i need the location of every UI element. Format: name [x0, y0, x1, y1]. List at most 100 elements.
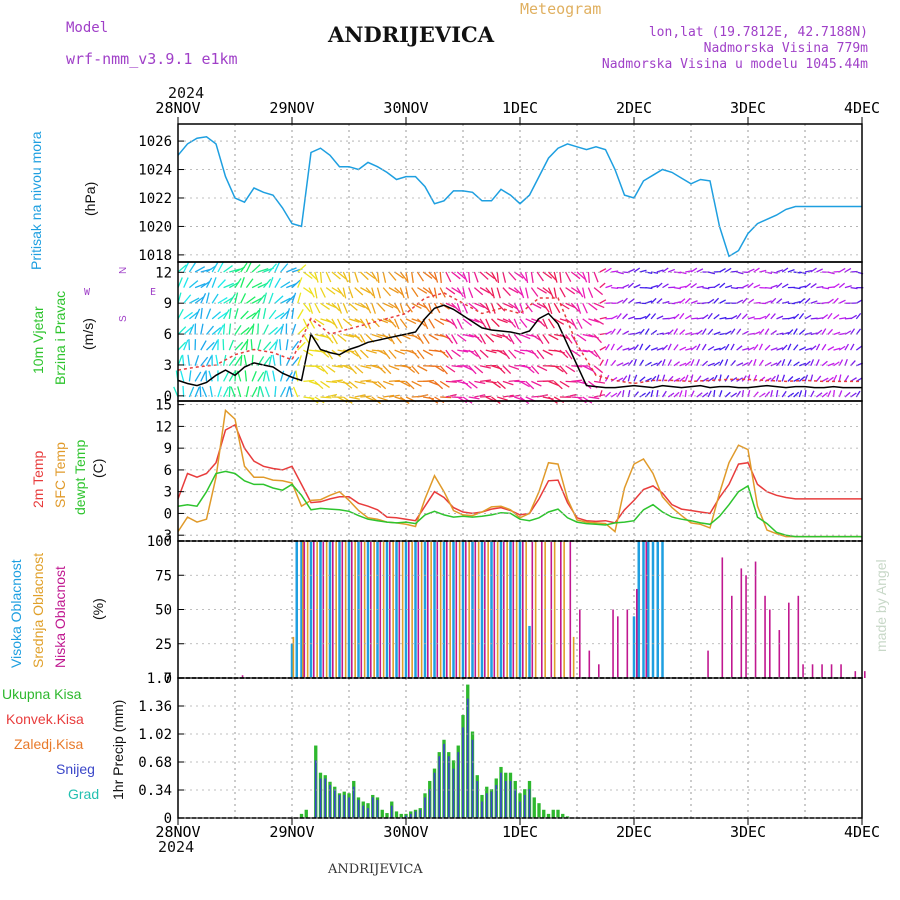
wind-barb — [354, 271, 359, 283]
wind-barb — [662, 344, 668, 351]
wind-barb — [314, 380, 324, 390]
wind-barb — [553, 380, 563, 390]
wind-barb — [422, 334, 430, 345]
wind-barb — [399, 303, 405, 314]
wind-barb — [724, 343, 730, 351]
wind-barb — [513, 318, 520, 330]
wind-barb — [702, 286, 710, 290]
wind-barb — [553, 287, 557, 299]
wind-barb — [821, 286, 830, 290]
wind-barb — [371, 380, 382, 389]
wind-barb — [280, 263, 289, 273]
wind-barb — [850, 328, 856, 335]
wind-barb — [759, 269, 767, 273]
wind-barb — [354, 334, 363, 343]
wind-barb — [211, 311, 221, 320]
wind-barb — [582, 318, 592, 326]
wind-barb — [451, 334, 458, 345]
wind-barb — [377, 396, 389, 402]
wind-barb — [513, 302, 521, 314]
wind-barb — [343, 333, 355, 338]
wind-barb — [234, 341, 244, 351]
wind-barb — [343, 349, 355, 353]
wind-barb — [187, 354, 191, 366]
model-altitude-label: Nadmorska Visina u modelu 1045.44m — [601, 57, 868, 72]
wind-barb — [622, 347, 630, 351]
wind-barb — [229, 268, 241, 273]
wind-barb — [485, 271, 495, 280]
precip-snow-bar — [424, 797, 426, 818]
wind-barb — [445, 349, 453, 360]
gust-line — [177, 292, 862, 385]
wind-barb — [291, 279, 301, 289]
wind-barb — [787, 316, 795, 320]
wind-barb — [531, 333, 542, 341]
wind-barb — [542, 380, 554, 383]
wind-barb — [342, 303, 349, 314]
wind-label-1: 10m Vjetar — [30, 306, 46, 374]
wind-barb — [183, 326, 193, 335]
wind-barb — [799, 362, 807, 367]
wind-barb — [547, 318, 555, 329]
wind-barb — [490, 287, 495, 299]
wind-barb — [667, 392, 675, 398]
wind-barb — [342, 318, 353, 327]
wind-barb — [799, 346, 806, 351]
wind-barb — [217, 279, 226, 289]
wind-barb — [205, 325, 215, 335]
wind-barb — [815, 359, 820, 367]
wind-barb — [394, 287, 404, 296]
wind-barb — [228, 307, 232, 319]
wind-barb — [776, 298, 783, 304]
wind-barb — [245, 339, 249, 351]
wind-barb — [262, 307, 267, 319]
wind-barb — [702, 314, 709, 320]
precip-snow-bar — [462, 727, 464, 818]
wind-barb — [382, 287, 391, 297]
wind-barb — [776, 282, 783, 289]
wind-barb — [713, 361, 721, 367]
wind-barb — [713, 331, 721, 336]
wind-barb — [182, 385, 185, 398]
wind-barb — [439, 365, 448, 375]
wind-barb — [508, 318, 517, 328]
wind-barb — [696, 285, 704, 289]
wind-barb — [468, 380, 478, 389]
wind-barb — [758, 343, 763, 351]
wind-barb — [633, 284, 641, 289]
wind-barb — [724, 267, 732, 273]
wind-barb — [411, 271, 414, 283]
wind-barb — [331, 302, 341, 312]
wind-barb — [342, 271, 349, 283]
wind-barb — [262, 356, 271, 367]
wind-barb — [417, 365, 428, 372]
wind-barb — [468, 302, 478, 311]
wind-barb — [280, 386, 287, 398]
wind-barb — [411, 287, 419, 298]
wind-barb — [325, 318, 336, 326]
wind-barb — [491, 380, 501, 389]
wind-barb — [382, 271, 387, 283]
footer-station: ANDRIJEVICA — [328, 862, 423, 877]
wind-barb — [183, 261, 190, 273]
wind-barb — [753, 284, 761, 289]
wind-barb — [838, 299, 846, 304]
x-tick-label-top: 3DEC — [730, 99, 766, 117]
wind-barb — [445, 318, 456, 326]
wind-barb — [405, 380, 415, 390]
wind-barb — [747, 374, 751, 382]
wind-barb — [787, 269, 795, 273]
wind-barb — [627, 374, 631, 382]
wind-barb — [428, 271, 437, 281]
x-tick-label-bottom: 1DEC — [502, 823, 538, 841]
y-tick-label: 0.68 — [138, 755, 172, 771]
wind-barb — [639, 392, 646, 398]
wind-barb — [456, 318, 463, 330]
wind-barb — [285, 308, 291, 320]
y-tick-label: 1022 — [138, 191, 172, 207]
wind-barb — [565, 365, 576, 373]
wind-barb — [188, 386, 195, 398]
wind-barb — [194, 371, 202, 382]
wind-barb — [223, 371, 230, 382]
station-title: ANDRIJEVICA — [328, 22, 495, 47]
